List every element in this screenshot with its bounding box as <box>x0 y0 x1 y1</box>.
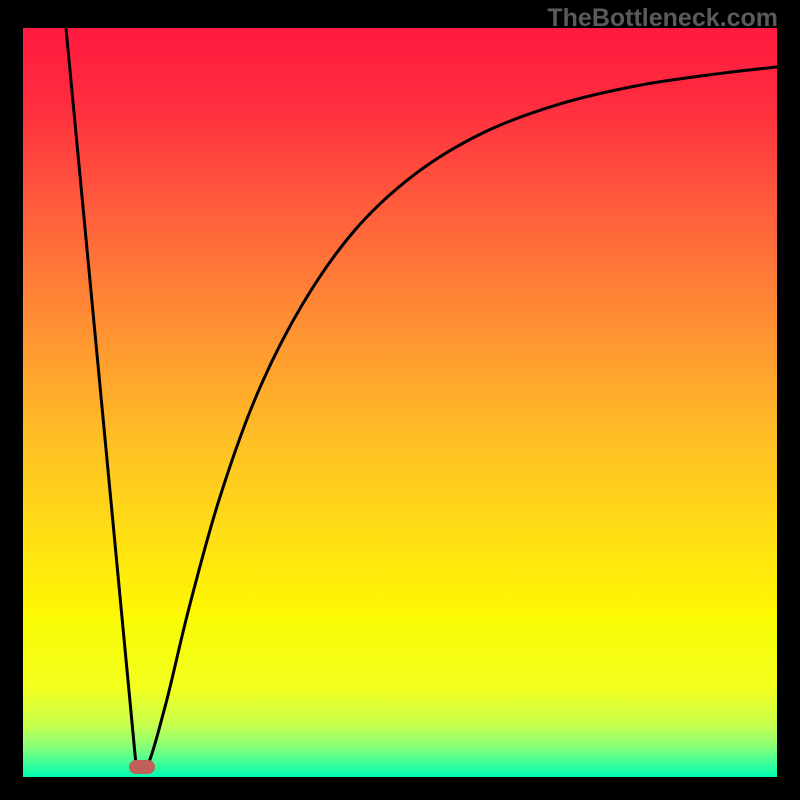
minimum-marker <box>129 760 155 774</box>
bottleneck-curve <box>66 28 777 766</box>
plot-area <box>23 28 777 777</box>
watermark-text: TheBottleneck.com <box>547 4 778 33</box>
chart-container: TheBottleneck.com <box>0 0 800 800</box>
curve-layer <box>23 28 777 777</box>
